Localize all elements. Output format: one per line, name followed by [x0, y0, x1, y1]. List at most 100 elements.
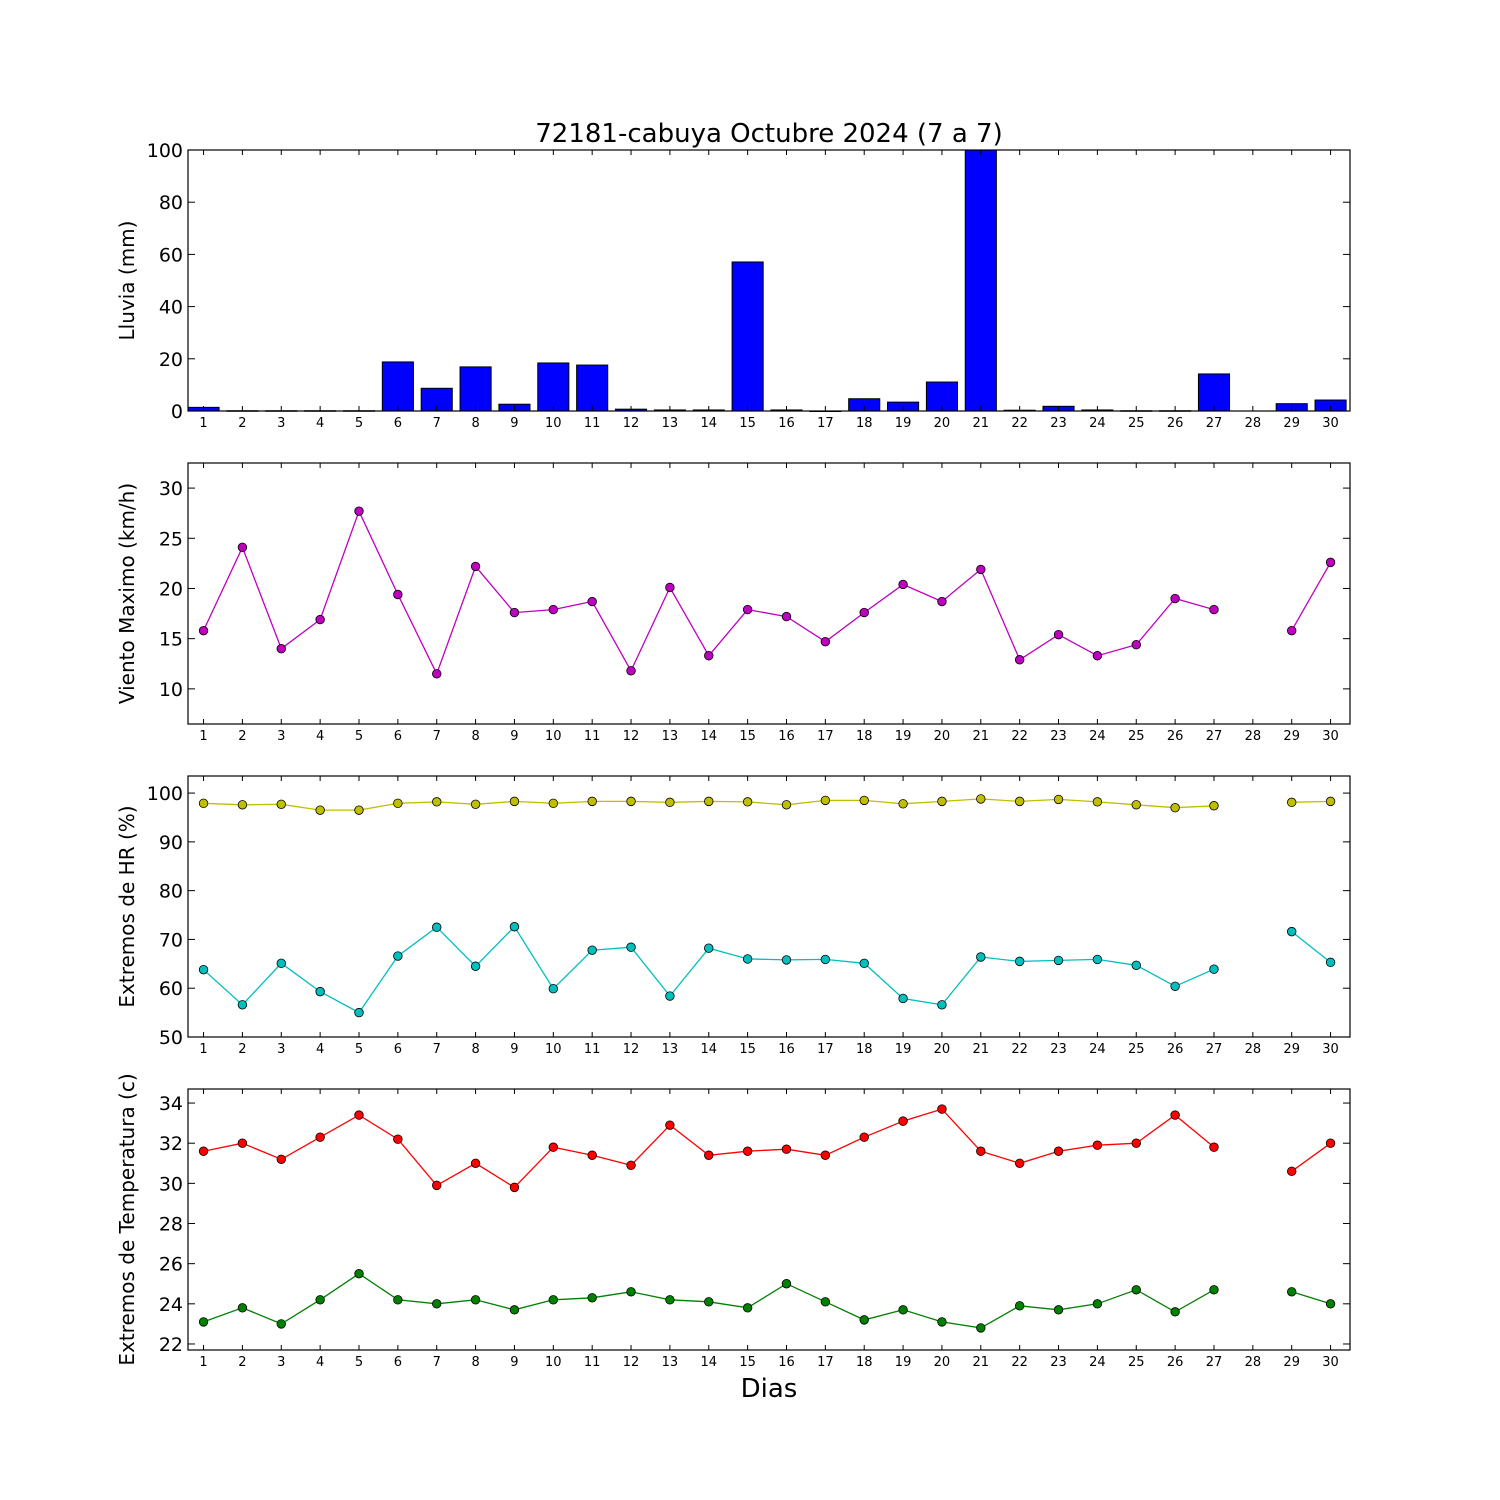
x-tick-label: 24	[1089, 1355, 1106, 1370]
x-tick-label: 9	[510, 1042, 518, 1057]
point-wind-day-25	[1131, 639, 1141, 650]
y-tick-label: 60	[159, 244, 183, 266]
point-temp_min-day-5	[354, 1269, 364, 1279]
y-axis-label: Extremos de Temperatura (c)	[115, 1073, 139, 1365]
point-wind-day-15	[742, 604, 753, 615]
x-tick-label: 24	[1089, 729, 1106, 744]
point-hr_max-day-5	[354, 805, 364, 815]
point-hr_max-day-26	[1170, 803, 1180, 813]
x-tick-label: 26	[1167, 729, 1184, 744]
y-tick-label: 25	[159, 528, 183, 550]
x-tick-label: 5	[355, 729, 363, 744]
x-tick-label: 27	[1206, 1355, 1223, 1370]
x-tick-label: 18	[856, 416, 873, 431]
point-temp_max-day-4	[315, 1132, 325, 1142]
point-temp_max-day-2	[237, 1138, 248, 1148]
x-tick-label: 3	[277, 416, 285, 431]
point-hr_min-day-18	[859, 958, 869, 969]
x-tick-label: 4	[316, 1042, 324, 1057]
y-tick-label: 20	[159, 578, 183, 600]
x-tick-label: 14	[700, 416, 717, 431]
x-tick-label: 14	[700, 1042, 717, 1057]
x-tick-label: 28	[1245, 1042, 1262, 1057]
point-wind-day-4	[315, 614, 325, 625]
point-hr_min-day-19	[898, 993, 908, 1004]
x-tick-label: 9	[510, 416, 518, 431]
point-temp_max-day-26	[1170, 1110, 1180, 1120]
point-hr_min-day-8	[470, 961, 481, 971]
point-temp_min-day-15	[742, 1303, 753, 1313]
point-temp_min-day-19	[898, 1305, 908, 1315]
point-temp_min-day-25	[1131, 1285, 1141, 1295]
panel-4: Extremos de Temperatura (c) 2224262830323…	[115, 1073, 1351, 1370]
point-temp_min-day-23	[1053, 1305, 1064, 1315]
x-tick-label: 7	[433, 729, 441, 744]
point-temp_min-day-6	[393, 1295, 403, 1305]
point-temp_min-day-17	[820, 1297, 831, 1307]
point-wind-day-20	[937, 596, 947, 607]
point-temp_min-day-18	[859, 1315, 869, 1325]
point-temp_max-day-3	[276, 1154, 286, 1164]
point-temp_min-day-10	[548, 1295, 559, 1305]
x-tick-label: 30	[1322, 1042, 1339, 1057]
point-wind-day-6	[393, 589, 403, 600]
point-hr_min-day-21	[976, 952, 986, 962]
point-hr_min-day-24	[1092, 954, 1103, 965]
point-temp_max-day-10	[548, 1142, 559, 1152]
point-temp_max-day-15	[742, 1146, 753, 1156]
x-tick-label: 16	[778, 729, 795, 744]
x-tick-label: 25	[1128, 416, 1145, 431]
point-hr_max-day-16	[781, 800, 792, 810]
x-tick-label: 26	[1167, 416, 1184, 431]
x-tick-label: 21	[973, 1355, 990, 1370]
x-tick-label: 18	[856, 1042, 873, 1057]
point-hr_min-day-20	[937, 1000, 947, 1010]
point-hr_min-day-30	[1325, 957, 1336, 968]
x-tick-label: 12	[623, 1042, 640, 1057]
x-tick-label: 8	[471, 416, 479, 431]
y-tick-label: 80	[159, 192, 183, 214]
x-tick-label: 25	[1128, 1042, 1145, 1057]
y-tick-label: 100	[147, 783, 183, 805]
bar-day-15	[731, 261, 764, 412]
point-hr_max-day-17	[820, 795, 831, 806]
plot-frame	[187, 775, 1351, 1038]
y-tick-label: 80	[159, 881, 183, 903]
point-hr_min-day-2	[237, 1000, 248, 1010]
point-hr_max-day-23	[1053, 794, 1064, 805]
x-tick-label: 14	[700, 729, 717, 744]
point-temp_min-day-3	[276, 1319, 286, 1329]
x-tick-label: 5	[355, 416, 363, 431]
x-tick-label: 12	[623, 1355, 640, 1370]
point-hr_max-day-6	[393, 798, 403, 809]
point-wind-day-19	[898, 579, 908, 590]
point-temp_max-day-22	[1014, 1158, 1025, 1168]
point-wind-day-8	[470, 561, 481, 572]
point-wind-day-30	[1325, 557, 1336, 568]
x-tick-label: 30	[1322, 416, 1339, 431]
point-hr_max-day-9	[509, 796, 520, 807]
x-tick-label: 27	[1206, 416, 1223, 431]
point-temp_min-day-9	[509, 1305, 520, 1315]
y-tick-label: 70	[159, 929, 183, 951]
plot-frame	[187, 149, 1351, 412]
x-tick-label: 18	[856, 1355, 873, 1370]
x-tick-label: 17	[817, 416, 834, 431]
point-temp_max-day-13	[665, 1120, 675, 1130]
point-hr_max-day-27	[1209, 801, 1219, 811]
point-hr_min-day-9	[509, 922, 520, 932]
x-tick-label: 27	[1206, 1042, 1223, 1057]
x-tick-label: 20	[934, 1355, 951, 1370]
point-hr_max-day-22	[1014, 796, 1025, 807]
point-temp_max-day-27	[1209, 1142, 1219, 1152]
point-hr_min-day-26	[1170, 981, 1180, 991]
point-hr_max-day-29	[1287, 797, 1297, 808]
x-tick-label: 3	[277, 1042, 285, 1057]
y-tick-label: 100	[147, 140, 183, 162]
y-axis-label: Lluvia (mm)	[115, 221, 139, 341]
point-hr_min-day-7	[432, 922, 442, 932]
point-hr_min-day-14	[704, 943, 714, 953]
point-hr_min-day-27	[1209, 964, 1219, 974]
